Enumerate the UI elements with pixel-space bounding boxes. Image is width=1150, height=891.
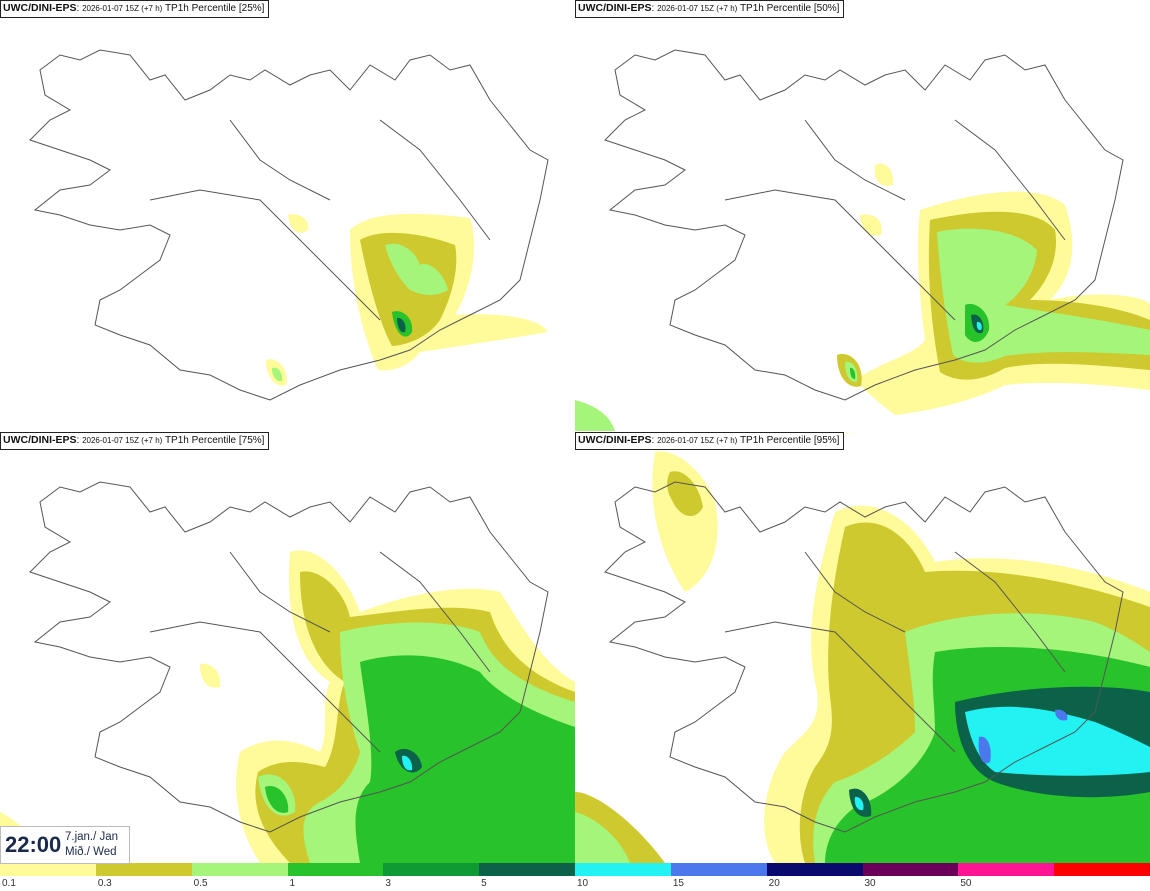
legend-label: 20 <box>768 878 780 889</box>
legend-swatch <box>479 863 576 876</box>
legend-swatch <box>287 863 384 876</box>
precip-map-95 <box>575 432 1150 863</box>
parameter-label: TP1h Percentile [95%] <box>739 435 840 446</box>
precip-fill <box>266 213 548 386</box>
valid-weekday: Mið./ Wed <box>65 846 117 858</box>
precip-fill <box>575 163 1150 431</box>
legend-label: 0.3 <box>97 878 112 889</box>
parameter-label: TP1h Percentile [25%] <box>164 3 265 14</box>
precip-map-50 <box>575 49 1150 431</box>
panel-title: UWC/DINI-EPS: 2026-01-07 15Z (+7 h) TP1h… <box>0 432 270 450</box>
model-name: UWC/DINI-EPS <box>578 434 652 446</box>
legend-swatch <box>95 863 193 876</box>
legend-label: 1 <box>289 878 296 889</box>
legend-label: 15 <box>672 878 684 889</box>
legend-label: 50 <box>960 878 972 889</box>
panel-title: UWC/DINI-EPS: 2026-01-07 15Z (+7 h) TP1h… <box>575 0 845 18</box>
run-time: 2026-01-07 15Z (+7 h) <box>657 436 738 445</box>
legend-swatch <box>191 863 288 876</box>
legend-swatch <box>0 863 97 876</box>
legend-swatch <box>766 863 863 876</box>
valid-date: 7.jan./ Jan <box>65 831 119 843</box>
legend-label: 3 <box>385 878 391 889</box>
iceland-coastline <box>604 49 1124 401</box>
legend-swatch <box>575 863 672 876</box>
panel-title: UWC/DINI-EPS: 2026-01-07 15Z (+7 h) TP1h… <box>0 0 270 18</box>
precip-map-75 <box>0 481 575 863</box>
run-time: 2026-01-07 15Z (+7 h) <box>82 436 163 445</box>
run-time: 2026-01-07 15Z (+7 h) <box>82 4 163 13</box>
map-panel-75: UWC/DINI-EPS: 2026-01-07 15Z (+7 h) TP1h… <box>0 432 575 863</box>
legend-swatch <box>670 863 768 876</box>
iceland-coastline <box>29 49 549 401</box>
map-panel-95: UWC/DINI-EPS: 2026-01-07 15Z (+7 h) TP1h… <box>575 432 1150 863</box>
legend-swatch <box>383 863 480 876</box>
legend-swatch <box>862 863 959 876</box>
legend-label: 10 <box>577 878 589 889</box>
map-panel-50: UWC/DINI-EPS: 2026-01-07 15Z (+7 h) TP1h… <box>575 0 1150 431</box>
precip-fill <box>575 432 1150 863</box>
precip-legend: 0.1 0.3 0.5 1 3 5 10 15 20 30 50 <box>0 863 1150 891</box>
parameter-label: TP1h Percentile [50%] <box>739 3 840 14</box>
precip-map-25 <box>29 49 549 401</box>
legend-label: 0.1 <box>2 878 16 889</box>
model-name: UWC/DINI-EPS <box>3 2 77 14</box>
legend-label: 30 <box>864 878 876 889</box>
iceland-coastline <box>29 481 549 833</box>
iceland-coastline <box>604 481 1124 833</box>
legend-swatch <box>958 863 1055 876</box>
parameter-label: TP1h Percentile [75%] <box>164 435 265 446</box>
model-name: UWC/DINI-EPS <box>578 2 652 14</box>
legend-label: 0.5 <box>193 878 208 889</box>
map-panel-25: UWC/DINI-EPS: 2026-01-07 15Z (+7 h) TP1h… <box>0 0 575 431</box>
valid-time-box: 22:00 7.jan./ Jan Mið./ Wed <box>0 826 130 864</box>
run-time: 2026-01-07 15Z (+7 h) <box>657 4 738 13</box>
legend-label: 5 <box>481 878 487 889</box>
model-name: UWC/DINI-EPS <box>3 434 77 446</box>
valid-time: 22:00 <box>5 832 62 857</box>
legend-swatch <box>1054 863 1150 876</box>
panel-title: UWC/DINI-EPS: 2026-01-07 15Z (+7 h) TP1h… <box>575 432 845 450</box>
precip-fill <box>0 550 575 863</box>
